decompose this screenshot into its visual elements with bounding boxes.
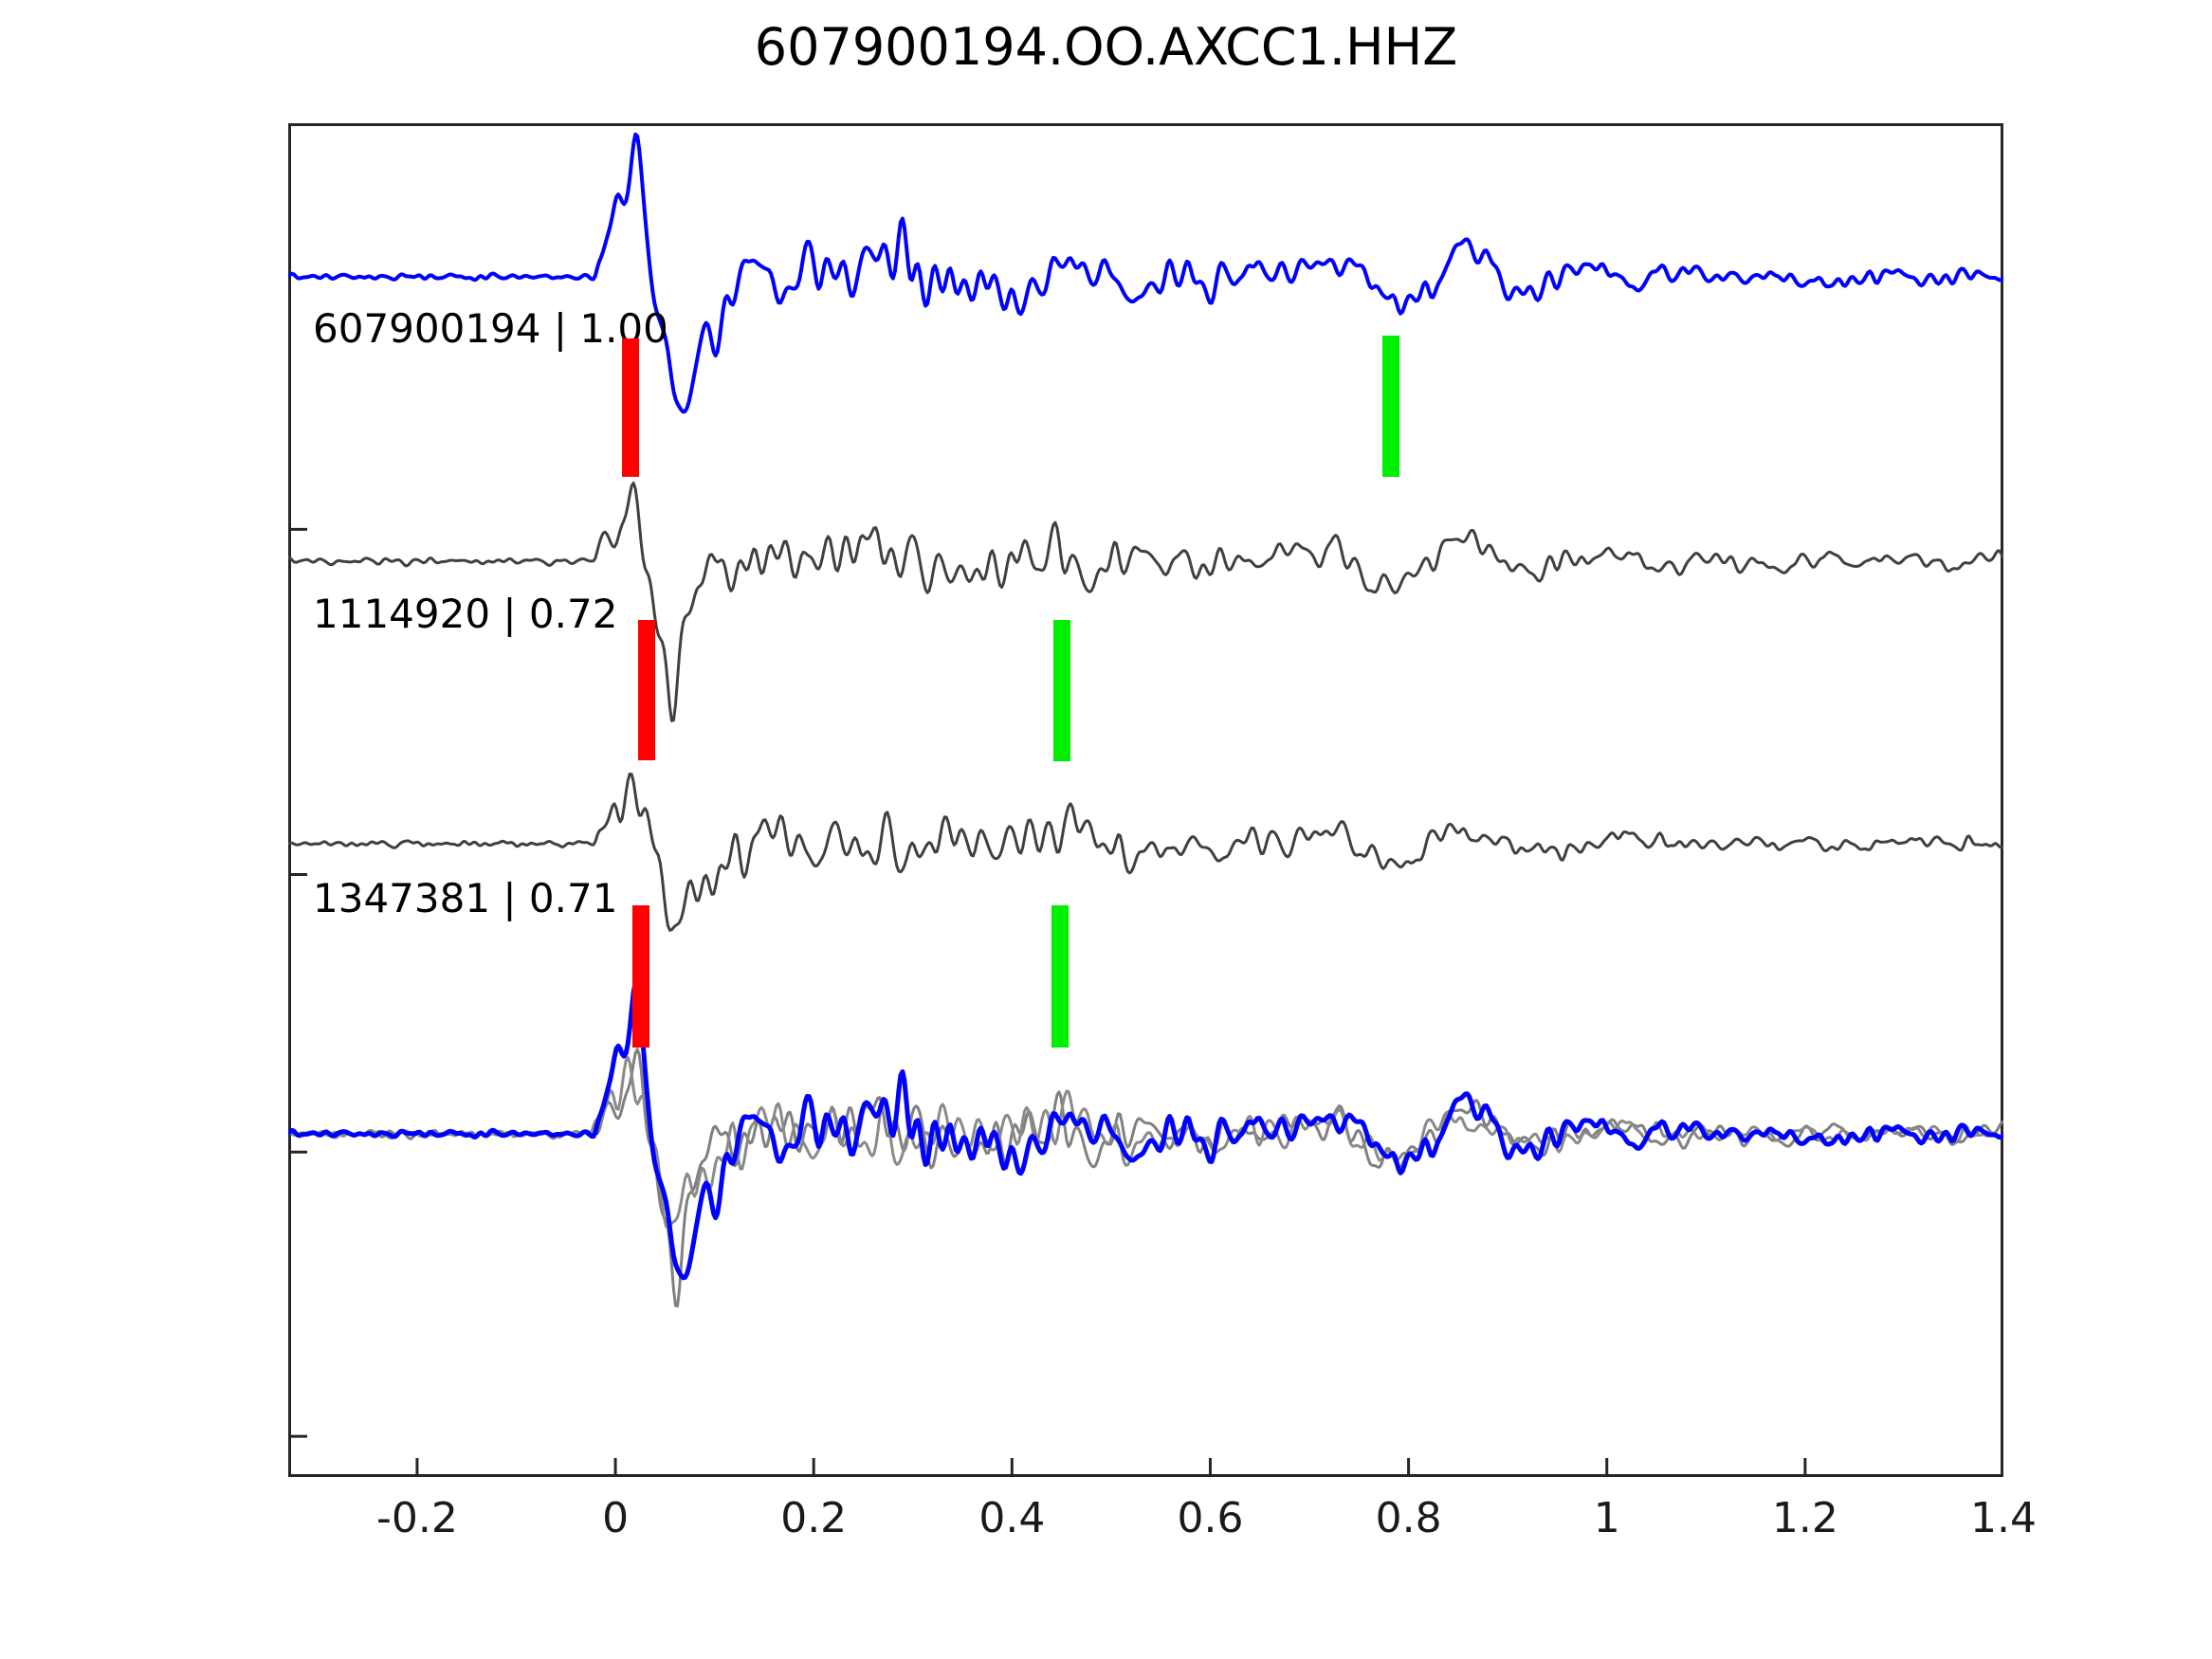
trace-label-1114920: 1114920 | 0.72 <box>313 591 618 637</box>
s-pick-marker <box>1382 336 1399 477</box>
trace-label-607900194: 607900194 | 1.00 <box>313 305 668 352</box>
overlay-waveform-1114920 <box>288 1048 2003 1308</box>
x-tick-label-8: 1.4 <box>1970 1494 2037 1542</box>
x-tick-label-0: -0.2 <box>375 1494 458 1542</box>
plot-frame <box>288 123 2003 1477</box>
x-tick-label-5: 0.8 <box>1375 1494 1442 1542</box>
waveform-trace-1114920 <box>288 482 2003 722</box>
p-pick-marker <box>632 905 649 1048</box>
overlay-waveform-1347381 <box>288 1055 2003 1230</box>
plot-area <box>288 123 2003 1477</box>
p-pick-marker <box>638 620 655 760</box>
s-pick-marker <box>1051 905 1069 1048</box>
waveform-path <box>288 482 2003 722</box>
waveform-path <box>288 132 2003 414</box>
waveform-plot-svg <box>288 123 2003 1477</box>
x-tick-label-7: 1.2 <box>1771 1494 1838 1542</box>
trace-label-1347381: 1347381 | 0.71 <box>313 875 618 921</box>
x-tick-label-2: 0.2 <box>780 1494 848 1542</box>
page-title: 607900194.OO.AXCC1.HHZ <box>754 17 1458 77</box>
x-tick-label-4: 0.6 <box>1177 1494 1244 1542</box>
x-tick-label-1: 0 <box>602 1494 630 1542</box>
waveform-trace-607900194 <box>288 132 2003 414</box>
waveform-trace-1347381 <box>288 772 2003 932</box>
x-tick-label-3: 0.4 <box>978 1494 1046 1542</box>
s-pick-marker <box>1053 620 1070 761</box>
x-axis-tick-labels: -0.2 0 0.2 0.4 0.6 0.8 1 1.2 1.4 <box>288 1494 2037 1560</box>
overlay-waveform-607900194 <box>288 979 2003 1281</box>
x-tick-label-6: 1 <box>1593 1494 1620 1542</box>
p-pick-marker <box>622 338 639 477</box>
waveform-path <box>288 772 2003 932</box>
